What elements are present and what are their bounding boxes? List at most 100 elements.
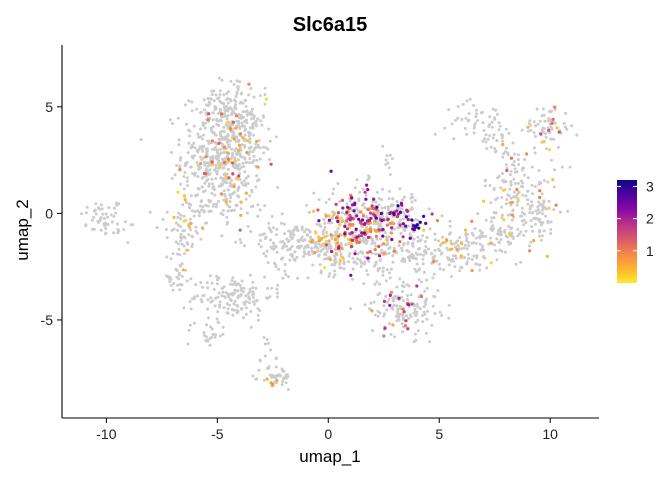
cell-point (385, 268, 389, 272)
expressing-cell-point (379, 211, 383, 216)
cell-point (519, 230, 523, 234)
cell-point (500, 196, 504, 199)
cell-point (419, 238, 423, 242)
cell-point (268, 228, 272, 232)
cell-point (557, 145, 560, 149)
cell-point (215, 282, 219, 286)
cell-point (185, 160, 189, 164)
cell-point (286, 388, 290, 391)
cell-point (387, 166, 391, 170)
cell-point (122, 228, 126, 231)
cell-point (234, 240, 238, 244)
cell-point (328, 244, 332, 248)
colorbar-tick-label: 1 (646, 243, 654, 259)
expressing-cell-point (370, 204, 374, 208)
cell-point (229, 282, 232, 286)
cell-point (223, 172, 227, 176)
cell-point (465, 99, 469, 103)
cell-point (478, 242, 482, 246)
cell-point (242, 179, 246, 183)
cell-point (96, 219, 100, 223)
colorbar-gradient (617, 180, 637, 283)
cell-point (231, 276, 235, 280)
cell-point (387, 247, 391, 251)
cell-point (405, 314, 408, 318)
cell-point (549, 220, 553, 224)
cell-point (372, 210, 376, 214)
cell-point (251, 296, 255, 299)
cell-point (475, 108, 478, 112)
cell-point (317, 198, 321, 202)
cell-point (531, 229, 535, 233)
cell-point (205, 281, 209, 285)
cell-point (540, 221, 544, 225)
cell-point (319, 225, 323, 228)
cell-point (254, 142, 258, 146)
cell-point (214, 166, 218, 170)
cell-point (500, 249, 504, 253)
cell-point (244, 197, 248, 201)
cell-point (283, 242, 287, 246)
cell-point (423, 289, 427, 293)
cell-point (209, 157, 213, 161)
cell-point (370, 251, 374, 255)
cell-point (318, 263, 322, 267)
cell-point (217, 184, 221, 188)
expressing-cell-point (360, 222, 364, 226)
cell-point (170, 228, 174, 232)
expressing-cell-point (329, 169, 333, 173)
expressing-cell-point (373, 248, 377, 252)
cell-point (207, 316, 210, 320)
cell-point (238, 146, 242, 150)
cell-point (205, 150, 209, 154)
cell-point (378, 258, 382, 262)
cell-point (395, 200, 399, 203)
cell-point (202, 331, 206, 334)
cell-point (387, 251, 391, 255)
cell-point (448, 219, 452, 223)
cell-point (303, 252, 307, 256)
cell-point (495, 112, 499, 116)
cell-point (206, 339, 210, 343)
cell-point (229, 79, 233, 83)
cell-point (264, 237, 267, 240)
cell-point (492, 187, 496, 190)
cell-point (470, 258, 474, 261)
expressing-cell-point (219, 112, 224, 116)
cell-point (499, 238, 503, 242)
expressing-cell-point (417, 226, 421, 230)
cell-point (258, 157, 262, 161)
cell-point (214, 163, 218, 167)
cell-point (186, 242, 190, 246)
cell-point (236, 140, 240, 144)
cell-point (536, 208, 540, 212)
cell-point (275, 135, 278, 139)
cell-point (431, 304, 435, 308)
expressing-cell-point (411, 224, 416, 228)
cell-point (526, 202, 530, 206)
cell-point (185, 279, 189, 283)
cell-point (262, 145, 265, 149)
cell-point (485, 147, 489, 150)
cell-point (188, 134, 191, 138)
cell-point (192, 297, 196, 301)
cell-point (417, 267, 421, 271)
cell-point (207, 100, 211, 104)
cell-point (517, 163, 521, 166)
cell-point (437, 239, 441, 243)
cell-point (203, 108, 206, 112)
cell-point (209, 296, 213, 300)
cell-point (242, 286, 246, 290)
cell-point (401, 290, 404, 293)
expressing-cell-point (435, 219, 439, 223)
cell-point (503, 179, 507, 183)
expressing-cell-point (403, 324, 408, 328)
cell-point (538, 229, 542, 232)
cell-point (246, 225, 250, 228)
expressing-cell-point (374, 234, 378, 238)
cell-point (321, 232, 325, 236)
expressing-cell-point (349, 245, 353, 249)
expressing-cell-point (381, 234, 385, 238)
x-axis-ticks: -10 -5 0 5 10 (96, 418, 558, 442)
cell-point (306, 245, 310, 249)
